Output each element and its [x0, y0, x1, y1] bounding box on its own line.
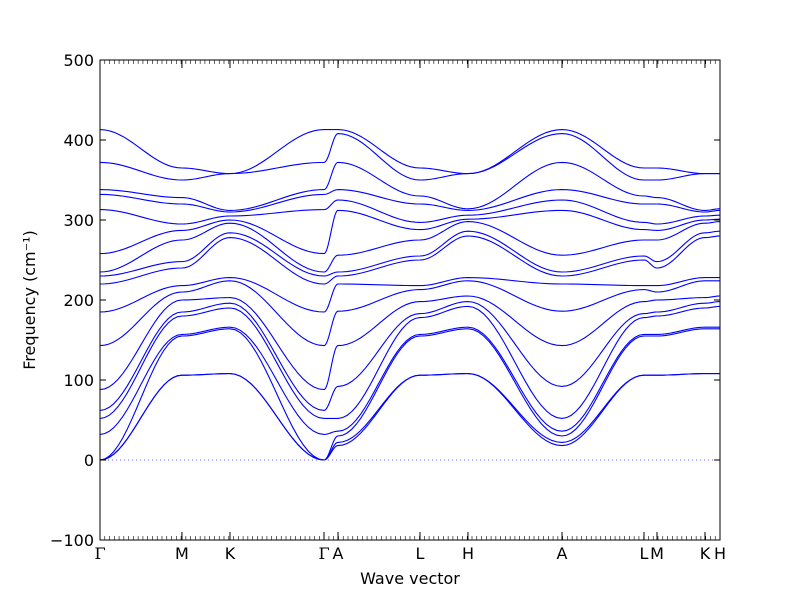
band-line	[99, 328, 720, 461]
x-tick-label: Γ	[318, 544, 329, 563]
x-tick-label: M	[175, 544, 189, 563]
y-axis-ticks: −100 0 100 200 300 400 500	[50, 51, 720, 550]
band-line	[99, 277, 720, 313]
y-axis-label: Frequency (cm⁻¹)	[20, 230, 39, 369]
band-line	[99, 189, 721, 213]
band-line	[99, 129, 720, 175]
x-tick-label: K	[225, 544, 236, 563]
y-tick-label: 300	[63, 211, 94, 230]
band-line	[99, 209, 721, 255]
y-tick-label: 0	[84, 451, 94, 470]
y-tick-label: 200	[63, 291, 94, 310]
band-line	[99, 161, 721, 211]
band-line	[99, 373, 720, 461]
x-tick-label: L	[416, 544, 425, 563]
band-lines	[99, 129, 721, 461]
x-tick-label: L	[640, 544, 649, 563]
x-tick-label: A	[557, 544, 568, 563]
y-tick-label: 400	[63, 131, 94, 150]
band-line	[99, 301, 721, 411]
x-tick-label: A	[333, 544, 344, 563]
x-axis-label: Wave vector	[360, 569, 460, 588]
x-tick-label: H	[462, 544, 474, 563]
band-line	[99, 295, 721, 391]
band-line	[99, 230, 721, 277]
x-tick-label: Γ	[94, 544, 105, 563]
band-line	[99, 280, 720, 347]
x-tick-label: K	[700, 544, 711, 563]
y-tick-label: 500	[63, 51, 94, 70]
band-line	[99, 305, 721, 419]
y-tick-label: −100	[50, 531, 94, 550]
x-tick-label: M	[650, 544, 664, 563]
x-tick-label: H	[714, 544, 726, 563]
y-tick-label: 100	[63, 371, 94, 390]
band-line	[99, 133, 720, 181]
band-line	[99, 235, 721, 285]
band-line	[99, 221, 721, 273]
band-line	[99, 199, 721, 225]
band-line	[99, 326, 720, 435]
